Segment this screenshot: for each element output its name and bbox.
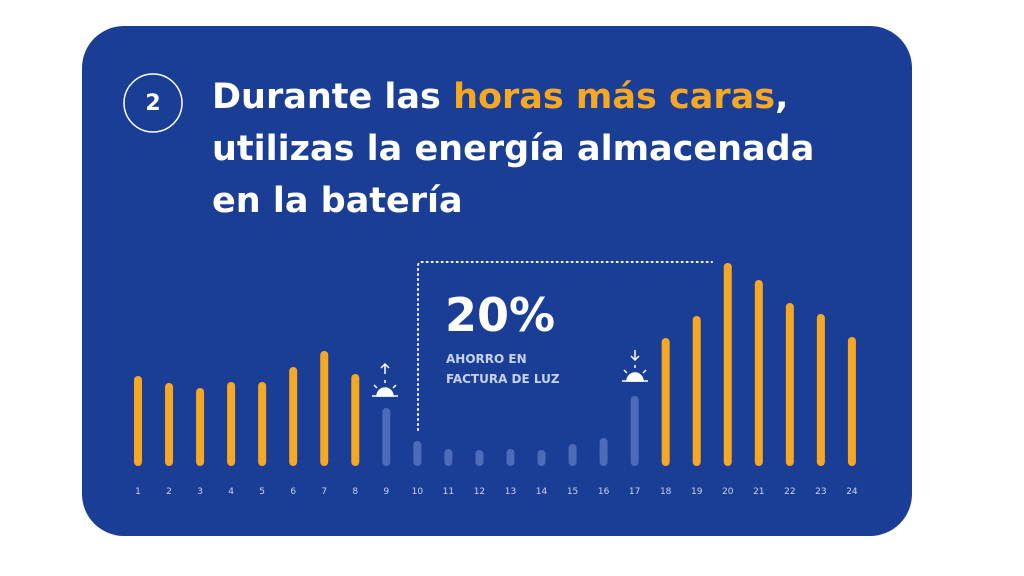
x-tick-label: 18 [660,487,672,497]
title-line: utilizas la energía almacenada [212,129,814,169]
x-tick-label: 24 [846,487,858,497]
bar [413,441,422,466]
bar [351,374,360,466]
step-circle [123,73,183,133]
step-number: 2 [145,91,160,116]
bar [134,376,142,466]
x-tick-label: 11 [443,487,454,497]
x-tick-label: 2 [166,487,172,497]
title-text: Durante las [212,77,453,117]
sunrise-icon [372,362,398,397]
x-tick-label: 7 [321,487,327,497]
bar [754,280,763,466]
bar [227,382,236,466]
x-tick-label: 12 [474,487,485,497]
title-highlight: horas más caras [453,77,775,117]
x-tick-label: 10 [412,487,424,497]
x-tick-label: 6 [290,487,296,497]
sunset-icon [622,350,648,382]
x-tick-label: 14 [536,487,548,497]
x-tick-label: 23 [815,487,826,497]
bar [692,316,701,466]
title-line: Durante las horas más caras, [212,77,788,117]
bar [506,449,515,466]
bar [661,338,670,466]
x-tick-label: 13 [505,487,516,497]
callout-text: FACTURA DE LUZ [446,372,560,386]
callout-text: AHORRO EN [446,352,527,366]
x-tick-label: 4 [228,487,234,497]
bar [723,263,732,466]
x-tick-label: 22 [784,487,795,497]
bar [816,314,825,466]
x-tick-label: 1 [135,487,141,497]
x-tick-label: 3 [197,487,203,497]
title-line: en la batería [212,181,463,221]
bar [382,408,391,466]
x-tick-label: 5 [259,487,265,497]
x-tick-label: 8 [352,487,358,497]
x-tick-label: 19 [691,487,703,497]
bar [258,382,267,466]
callout-value: 20% [445,288,555,342]
callout-frame [417,261,713,431]
x-tick-label: 20 [722,487,734,497]
bar [630,396,639,466]
x-tick-label: 17 [629,487,640,497]
x-tick-label: 9 [383,487,389,497]
x-tick-label: 15 [567,487,578,497]
x-tick-label: 16 [598,487,610,497]
bar [320,351,329,466]
bar [289,367,298,466]
bar [475,450,484,466]
bar [785,303,794,466]
title-text: , [775,77,788,117]
bar [599,438,608,466]
x-tick-label: 21 [753,487,764,497]
bar [165,383,174,466]
bar [444,449,453,466]
bar [568,444,577,466]
bar [537,450,546,466]
bar [196,388,205,466]
bar [847,337,856,466]
